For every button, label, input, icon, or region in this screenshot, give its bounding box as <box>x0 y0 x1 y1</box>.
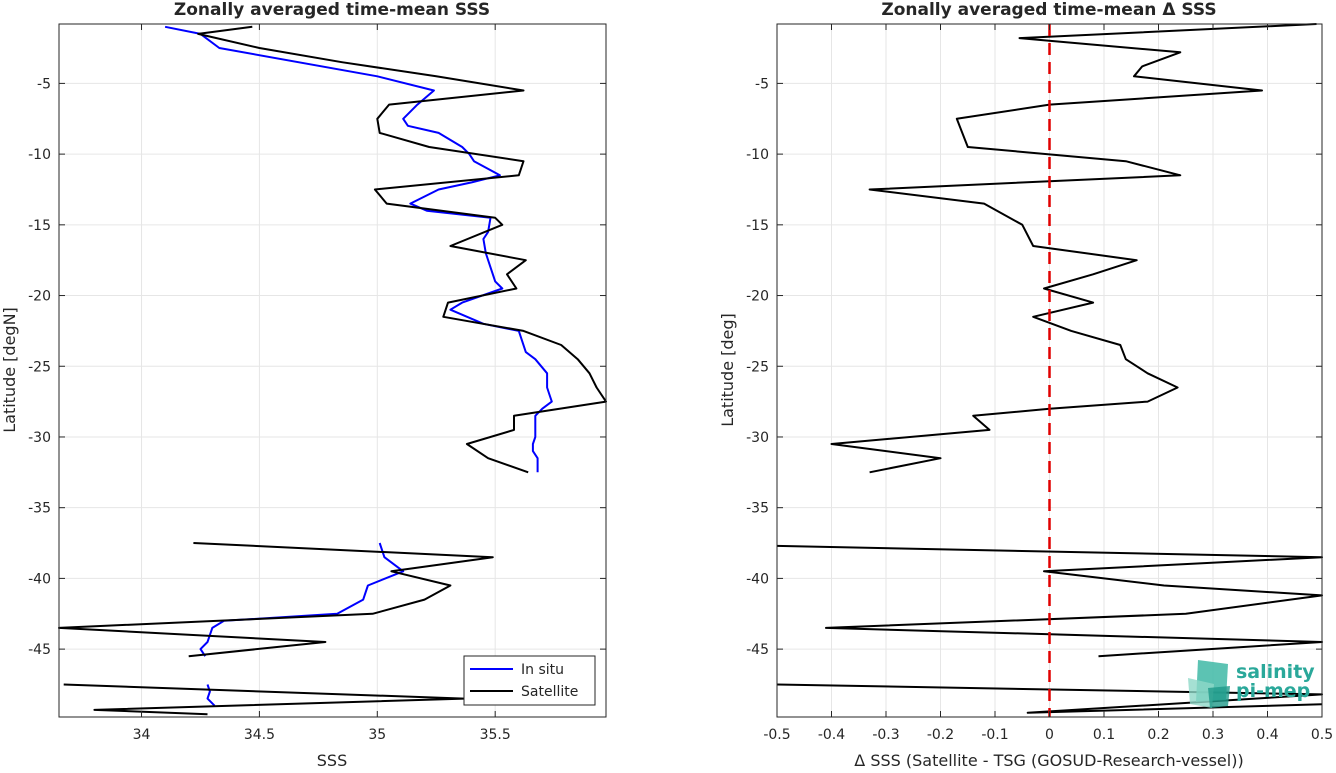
left-ticks: 34 34.5 35 35.5 -5 -10 -15 -20 -25 -30 -35 -40 -45 <box>28 24 606 743</box>
x-tick-label: 34.5 <box>244 727 275 743</box>
y-tick-label: -45 <box>746 642 769 658</box>
logo-line1: salinity <box>1236 661 1315 683</box>
x-tick-label: -0.5 <box>763 727 790 743</box>
satellite-line-segment-1 <box>58 542 494 658</box>
x-tick-label: -0.2 <box>927 727 954 743</box>
sss-panel: 34 34.5 35 35.5 -5 -10 -15 -20 -25 -30 -35 -40 -45 Z… <box>0 0 607 770</box>
x-tick-label: -0.4 <box>818 727 845 743</box>
legend-satellite-label: Satellite <box>521 684 578 700</box>
x-tick-label: 0 <box>1045 727 1054 743</box>
satellite-line-segment-0 <box>197 25 607 474</box>
legend: In situ Satellite <box>463 655 596 706</box>
y-tick-label: -15 <box>746 218 769 234</box>
y-tick-label: -45 <box>28 642 51 658</box>
right-plot-lines <box>776 23 1323 717</box>
right-ticks: -0.5 -0.4 -0.3 -0.2 -0.1 0 0.1 0.2 0.3 0.4 0.5 -5 -1… <box>746 24 1333 743</box>
in-situ-line-segment-2 <box>206 684 216 707</box>
right-chart-title: Zonally averaged time-mean Δ SSS <box>881 0 1216 20</box>
y-tick-label: -40 <box>28 571 51 587</box>
satellite-line-segment-2 <box>63 683 466 716</box>
x-tick-label: -0.1 <box>981 727 1008 743</box>
y-tick-label: -25 <box>746 359 769 375</box>
left-plot-lines <box>58 25 607 716</box>
left-x-axis-label: SSS <box>317 751 347 769</box>
y-tick-label: -40 <box>746 571 769 587</box>
delta-sss-panel: -0.5 -0.4 -0.3 -0.2 -0.1 0 0.1 0.2 0.3 0.4 0.5 -5 -1… <box>718 0 1333 770</box>
y-tick-label: -20 <box>746 289 769 305</box>
left-axes-frame <box>58 23 607 718</box>
salinity-pi-mep-logo: salinity pi-mep <box>1188 660 1315 708</box>
y-tick-label: -35 <box>28 501 51 517</box>
legend-in-situ-label: In situ <box>521 662 564 678</box>
y-tick-label: -15 <box>28 218 51 234</box>
x-tick-label: 34 <box>133 727 151 743</box>
logo-line2: pi-mep <box>1236 680 1310 702</box>
in-situ-line-segment-1 <box>199 542 405 657</box>
y-tick-label: -30 <box>28 430 51 446</box>
legend-box <box>463 655 596 706</box>
y-tick-label: -10 <box>28 147 51 163</box>
y-tick-label: -5 <box>37 76 51 92</box>
y-tick-label: -10 <box>746 147 769 163</box>
y-tick-label: -25 <box>28 359 51 375</box>
x-tick-label: 0.3 <box>1202 727 1224 743</box>
x-tick-label: 35.5 <box>480 727 511 743</box>
left-y-axis-label: Latitude [degN] <box>0 307 19 433</box>
y-tick-label: -20 <box>28 289 51 305</box>
x-tick-label: -0.3 <box>872 727 899 743</box>
left-grid <box>59 24 606 717</box>
left-chart-title: Zonally averaged time-mean SSS <box>174 0 490 20</box>
x-tick-label: 0.2 <box>1147 727 1169 743</box>
x-tick-label: 35 <box>368 727 386 743</box>
y-tick-label: -5 <box>755 76 769 92</box>
right-y-axis-label: Latitude [deg] <box>718 313 737 427</box>
x-tick-label: 0.5 <box>1311 727 1333 743</box>
right-x-axis-label: Δ SSS (Satellite - TSG (GOSUD-Research-v… <box>854 751 1243 769</box>
logo-icon-shape-2 <box>1188 678 1214 708</box>
y-tick-label: -35 <box>746 501 769 517</box>
logo-icon-shape-3 <box>1208 686 1230 708</box>
delta-sss-line-segment-0 <box>830 23 1317 474</box>
y-tick-label: -30 <box>746 430 769 446</box>
x-tick-label: 0.4 <box>1256 727 1278 743</box>
x-tick-label: 0.1 <box>1093 727 1115 743</box>
